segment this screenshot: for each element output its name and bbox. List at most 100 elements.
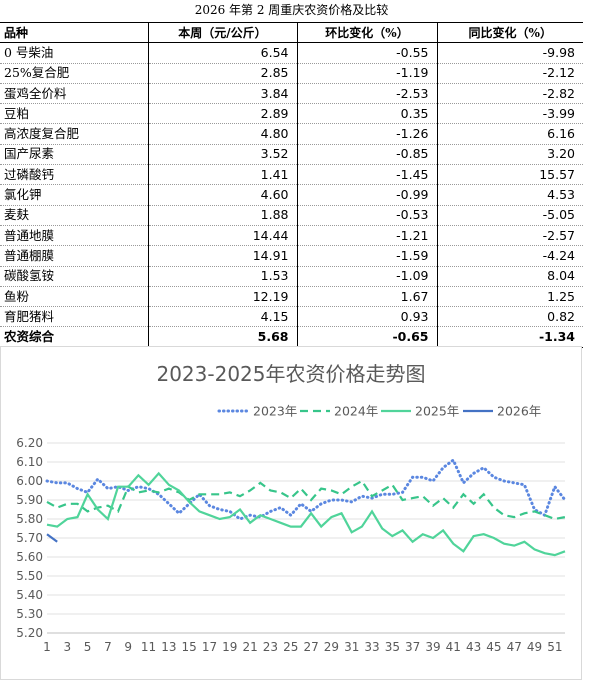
x-tick-label: 23 [263,640,278,654]
table-row: 0 号柴油 6.54 -0.55 -9.98 [0,42,583,64]
x-tick-label: 51 [547,640,562,654]
legend-label: 2023年 [253,404,297,419]
x-tick-label: 17 [202,640,217,654]
cell-name: 高浓度复合肥 [0,123,148,145]
cell-price: 3.52 [147,144,297,166]
price-trend-chart: 2023-2025年农资价格走势图 2023年 2024年 2025年 2026年 5… [16,362,567,654]
cell-price: 1.88 [147,205,297,226]
y-tick-label: 5.70 [16,531,43,545]
cell-yoy: 1.25 [436,286,583,308]
x-tick-label: 13 [161,640,176,654]
y-axis: 5.20 5.30 5.40 5.50 5.60 5.70 5.80 5.90 6.00 6.10… [16,436,43,640]
cell-mom: -2.53 [296,83,437,105]
cell-name: 豆粕 [0,103,148,125]
cell-price: 12.19 [147,286,297,308]
x-tick-label: 41 [446,640,461,654]
cell-mom: -0.65 [296,326,437,348]
cell-name: 0 号柴油 [0,42,148,64]
cell-yoy: 8.04 [436,266,583,287]
header-yoy: 同比变化（%） [436,21,583,44]
x-tick-label: 29 [324,640,339,654]
header-name: 品种 [0,21,148,44]
cell-mom: -1.19 [296,63,437,84]
y-tick-label: 5.90 [16,493,43,507]
x-tick-label: 45 [486,640,501,654]
series-line-2024年 [46,479,566,521]
cell-price: 2.85 [147,63,297,84]
table-row: 国产尿素 3.52 -0.85 3.20 [0,144,583,166]
legend-label: 2025年 [415,404,459,419]
price-table: 品种 本周（元/公斤） 环比变化（%） 同比变化（%） 0 号柴油 6.54 -0.… [0,21,583,348]
table-row: 氯化钾 4.60 -0.99 4.53 [0,184,583,206]
cell-mom: -0.85 [296,144,437,166]
cell-price: 4.60 [147,184,297,206]
cell-name: 麦麸 [0,205,148,226]
table-row: 25%复合肥 2.85 -1.19 -2.12 [0,63,583,84]
cell-yoy: -4.24 [436,245,583,267]
cell-mom: 1.67 [296,286,437,308]
cell-price: 4.80 [147,123,297,145]
chart-grid [47,442,565,634]
cell-name: 普通地膜 [0,225,148,247]
cell-mom: 0.35 [296,103,437,125]
y-tick-label: 6.20 [16,436,43,450]
y-tick-label: 5.30 [16,607,43,621]
cell-name: 国产尿素 [0,144,148,166]
cell-name: 碳酸氢铵 [0,266,148,287]
cell-yoy: -1.34 [436,326,583,348]
table-header-row: 品种 本周（元/公斤） 环比变化（%） 同比变化（%） [0,21,583,44]
x-tick-label: 11 [141,640,156,654]
cell-mom: -0.53 [296,205,437,226]
cell-yoy: -2.12 [436,63,583,84]
legend-label: 2026年 [497,404,541,419]
x-tick-label: 25 [283,640,298,654]
cell-name: 普通棚膜 [0,245,148,267]
x-tick-label: 9 [124,640,132,654]
table-row: 鱼粉 12.19 1.67 1.25 [0,286,583,308]
cell-price: 3.84 [147,83,297,105]
cell-mom: -0.99 [296,184,437,206]
series-line-2023年 [45,457,567,521]
x-tick-label: 35 [385,640,400,654]
cell-yoy: -2.57 [436,225,583,247]
cell-mom: -0.55 [296,42,437,64]
x-tick-label: 47 [507,640,522,654]
table-row: 过磷酸钙 1.41 -1.45 15.57 [0,164,583,186]
cell-price: 2.89 [147,103,297,125]
x-tick-label: 19 [222,640,237,654]
cell-price: 14.91 [147,245,297,267]
x-axis: 1 3 5 7 9 11 13 15 17 19 21 23 25 27 29 31 33 35 37 39 41 43 4… [43,640,562,654]
legend-label: 2024年 [334,404,378,419]
cell-yoy: -5.05 [436,205,583,226]
y-tick-label: 5.40 [16,588,43,602]
price-table-section: 2026 年第 2 周重庆农资价格及比较 品种 本周（元/公斤） 环比变化（%）… [0,0,583,348]
x-tick-label: 3 [63,640,71,654]
y-tick-label: 5.50 [16,569,43,583]
cell-mom: -1.09 [296,266,437,287]
x-tick-label: 49 [527,640,542,654]
cell-price: 6.54 [147,42,297,64]
cell-yoy: -2.82 [436,83,583,105]
table-total-row: 农资综合 5.68 -0.65 -1.34 [0,326,583,348]
table-row: 豆粕 2.89 0.35 -3.99 [0,103,583,125]
table-row: 碳酸氢铵 1.53 -1.09 8.04 [0,266,583,287]
series-line-2025年 [46,471,566,557]
cell-yoy: 15.57 [436,164,583,186]
table-row: 蛋鸡全价料 3.84 -2.53 -2.82 [0,83,583,105]
y-tick-label: 5.60 [16,550,43,564]
cell-yoy: -9.98 [436,42,583,64]
cell-mom: 0.93 [296,306,437,328]
cell-price: 1.53 [147,266,297,287]
cell-yoy: -3.99 [436,103,583,125]
x-tick-label: 39 [425,640,440,654]
x-tick-label: 31 [344,640,359,654]
x-tick-label: 21 [242,640,257,654]
cell-name: 氯化钾 [0,184,148,206]
x-tick-label: 43 [466,640,481,654]
cell-mom: -1.26 [296,123,437,145]
cell-mom: -1.45 [296,164,437,186]
table-row: 育肥猪料 4.15 0.93 0.82 [0,306,583,328]
y-tick-label: 5.20 [16,626,43,640]
cell-price: 1.41 [147,164,297,186]
header-mom: 环比变化（%） [296,21,437,44]
